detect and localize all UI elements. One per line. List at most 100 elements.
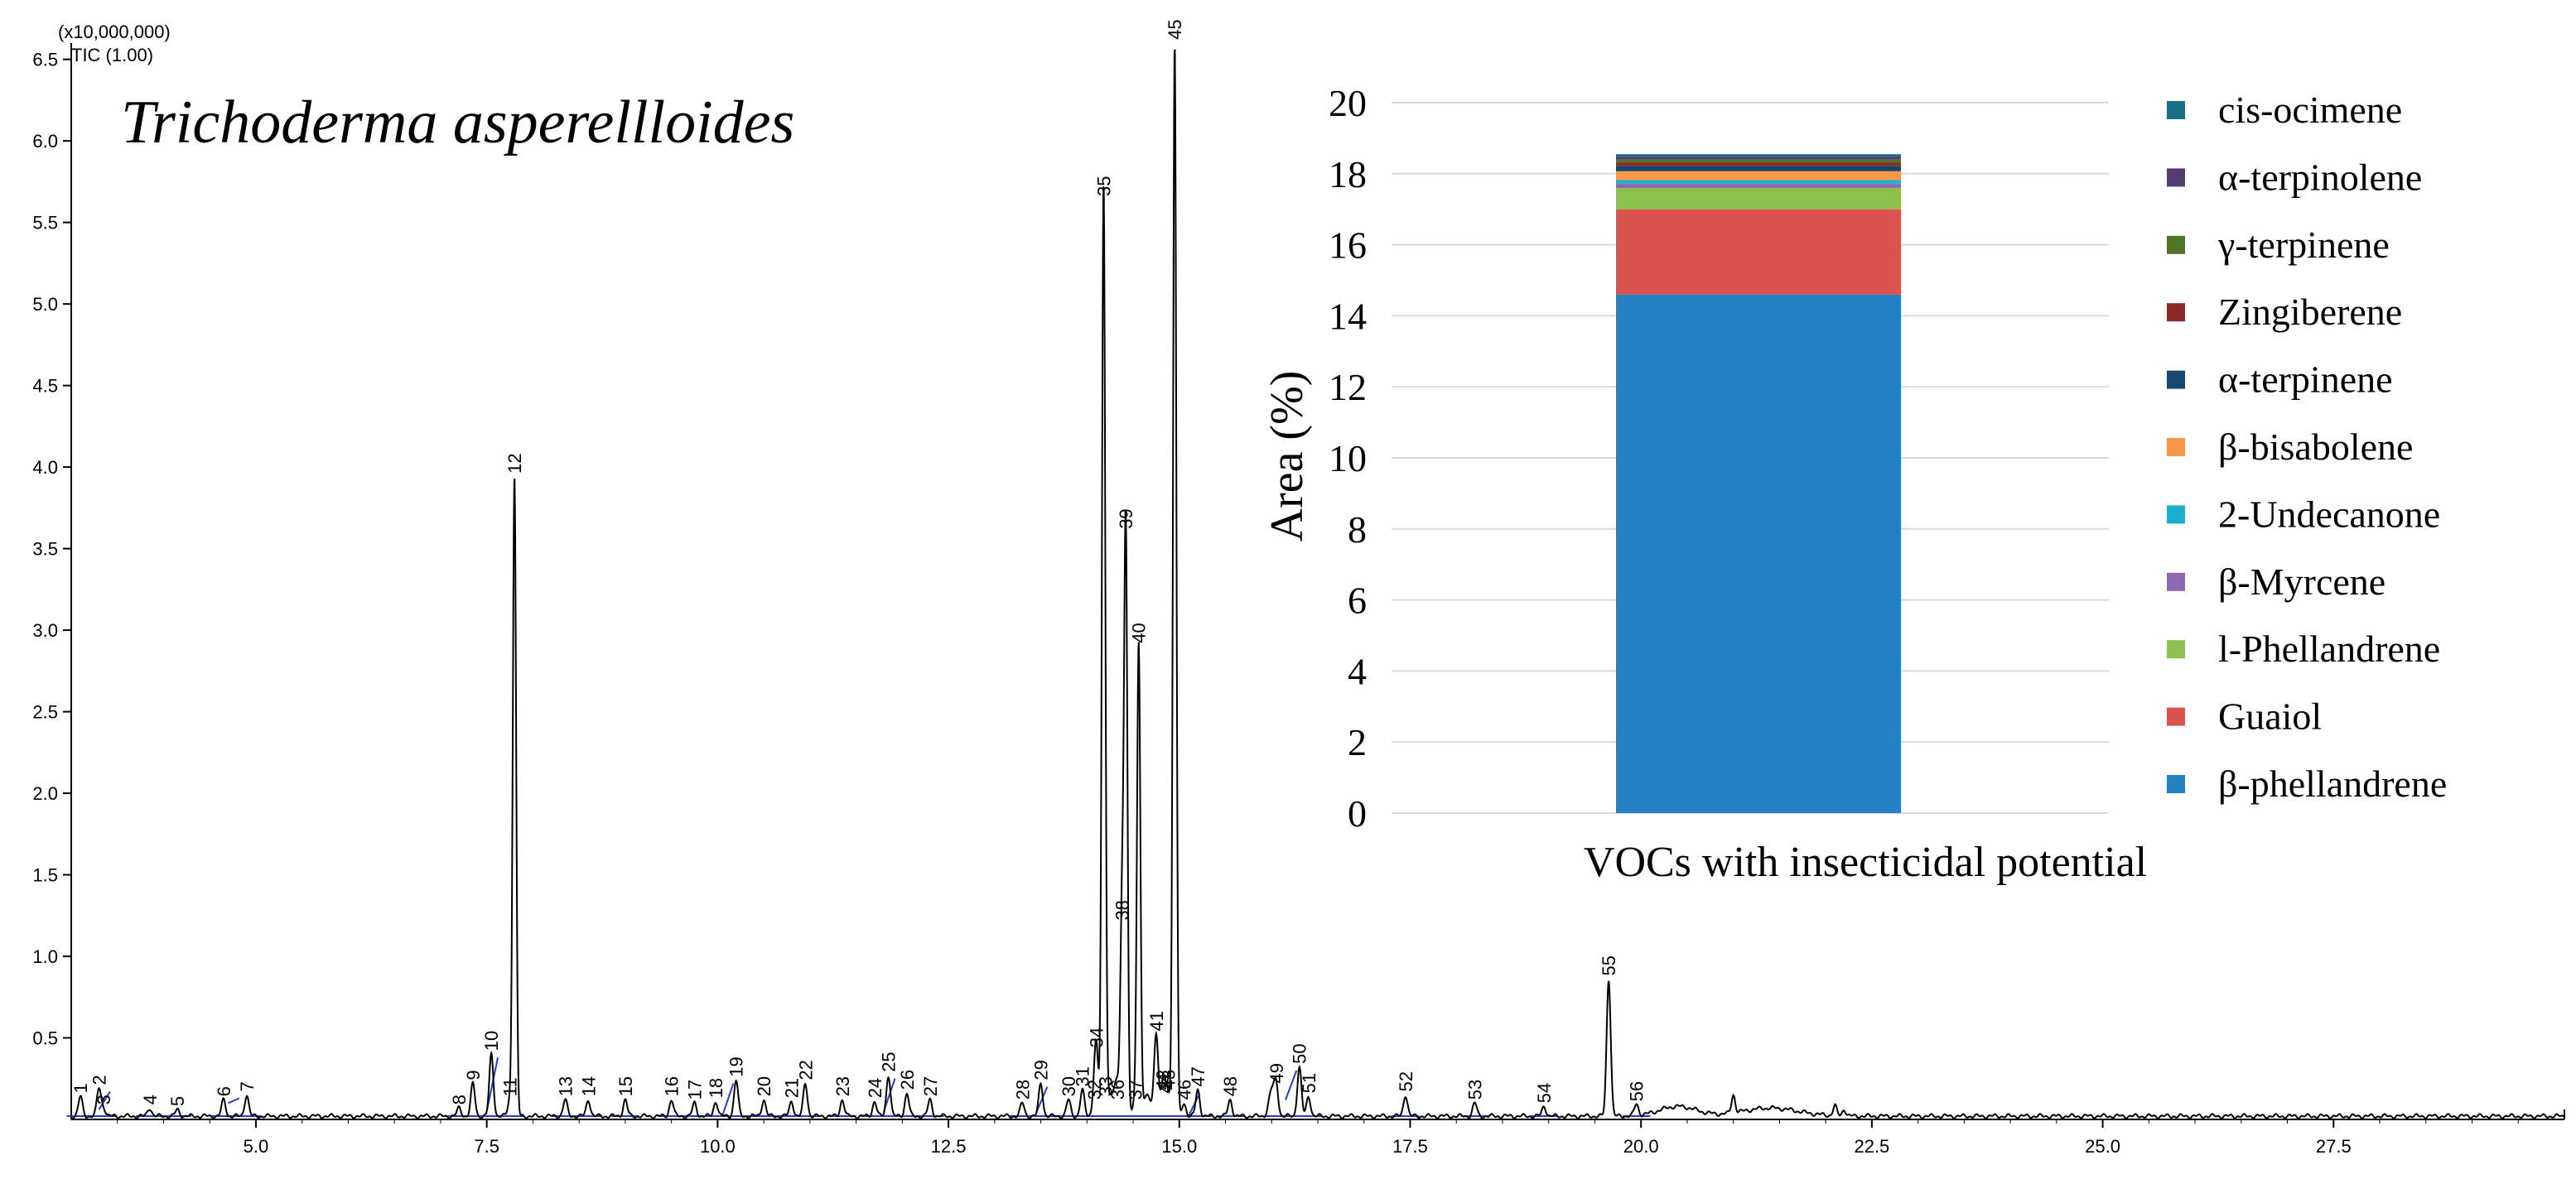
- peak-number: 18: [706, 1078, 726, 1098]
- peak-number: 19: [726, 1056, 747, 1076]
- peak-label-2: 2: [89, 1075, 109, 1085]
- peak-number: 31: [1073, 1066, 1093, 1086]
- legend-label: 2-Undecanone: [2218, 493, 2440, 535]
- legend-label: γ-terpinene: [2217, 224, 2390, 266]
- integration-tick: [1285, 1070, 1298, 1100]
- integration-tick: [721, 1083, 735, 1117]
- x-tick-label: 12.5: [931, 1136, 967, 1157]
- peak-number: 12: [504, 453, 525, 473]
- peak-label-28: 28: [1012, 1080, 1033, 1100]
- y-tick-label: 4.0: [32, 457, 58, 478]
- peak-label-31: 31: [1073, 1066, 1093, 1086]
- legend-item: l-Phellandrene: [2167, 628, 2440, 670]
- peak-label-19: 19: [726, 1056, 747, 1076]
- legend-swatch: [2167, 235, 2185, 254]
- bar-segment-β-bisabolene: [1616, 171, 1901, 180]
- peak-number: 49: [1266, 1063, 1287, 1083]
- inset-background: [1247, 50, 2561, 911]
- peak-number: 13: [555, 1076, 576, 1096]
- peak-label-26: 26: [897, 1070, 918, 1090]
- peak-label-6: 6: [214, 1086, 234, 1096]
- bar-y-tick-label: 20: [1329, 82, 1367, 124]
- bar-segments: [1616, 154, 1901, 813]
- peak-number: 32: [1084, 1080, 1105, 1100]
- peak-label-34: 34: [1086, 1028, 1107, 1047]
- bar-segment-γ-terpinene: [1616, 159, 1901, 163]
- peak-number: 15: [615, 1076, 636, 1096]
- legend-swatch: [2167, 640, 2185, 659]
- peak-number: 3: [94, 1095, 114, 1105]
- y-tick-label: 5.5: [32, 213, 58, 233]
- peak-number: 10: [481, 1031, 502, 1051]
- x-tick-label: 27.5: [2316, 1136, 2352, 1157]
- legend-label: l-Phellandrene: [2218, 628, 2440, 670]
- y-tick-label: 2.5: [32, 702, 58, 723]
- peak-label-22: 22: [795, 1060, 816, 1080]
- peak-label-35: 35: [1093, 176, 1114, 196]
- peak-number: 40: [1129, 623, 1150, 643]
- bar-segment-2-Undecanone: [1616, 180, 1901, 184]
- peak-number: 9: [463, 1070, 484, 1080]
- peak-label-27: 27: [920, 1076, 941, 1096]
- y-tick-label: 3.0: [32, 620, 58, 641]
- peak-number: 1: [70, 1083, 91, 1093]
- peak-label-18: 18: [706, 1078, 726, 1098]
- peak-number: 46: [1174, 1080, 1194, 1100]
- legend-item: α-terpinene: [2167, 359, 2393, 401]
- bar-segment-β-phellandrene: [1616, 294, 1901, 813]
- peak-number: 39: [1116, 508, 1136, 528]
- peak-number: 11: [500, 1077, 521, 1096]
- x-tick-label: 22.5: [1854, 1136, 1889, 1157]
- peak-number: 38: [1112, 900, 1133, 920]
- peak-label-17: 17: [685, 1080, 706, 1100]
- peak-number: 43: [1158, 1070, 1179, 1090]
- peak-label-1: 1: [70, 1083, 91, 1093]
- bar-y-tick-label: 4: [1348, 650, 1367, 692]
- peak-label-39: 39: [1116, 508, 1136, 528]
- peak-number: 55: [1599, 955, 1619, 975]
- legend-label: β-bisabolene: [2218, 426, 2413, 468]
- legend-item: 2-Undecanone: [2167, 493, 2440, 535]
- integration-tick: [228, 1097, 240, 1105]
- peak-number: 29: [1031, 1060, 1052, 1080]
- bar-y-tick-label: 8: [1348, 508, 1367, 551]
- peak-number: 33: [1096, 1076, 1117, 1096]
- peak-label-3: 3: [94, 1095, 114, 1105]
- integration-tick: [1035, 1086, 1049, 1114]
- peak-label-51: 51: [1299, 1073, 1319, 1093]
- peak-label-5: 5: [167, 1096, 188, 1106]
- peak-label-36: 36: [1107, 1080, 1128, 1100]
- x-tick-label: 25.0: [2085, 1136, 2120, 1157]
- peak-label-48: 48: [1220, 1076, 1241, 1096]
- bar-y-axis-label: Area (%): [1261, 371, 1313, 542]
- peak-label-25: 25: [879, 1052, 900, 1071]
- peak-label-10: 10: [481, 1031, 502, 1051]
- y-tick-label: 6.5: [32, 50, 58, 70]
- y-tick-label: 5.0: [32, 294, 58, 315]
- integration-tick: [98, 1090, 111, 1110]
- peak-number: 51: [1299, 1073, 1319, 1093]
- peak-label-46: 46: [1174, 1080, 1194, 1100]
- bar-legend: cis-ocimene α-terpinolene γ-terpinene Zingi…: [2167, 89, 2447, 805]
- peak-label-20: 20: [754, 1076, 774, 1096]
- peak-label-32: 32: [1084, 1080, 1105, 1100]
- peak-label-38: 38: [1112, 900, 1133, 920]
- legend-label: α-terpinolene: [2218, 156, 2422, 198]
- bar-y-tick-label: 0: [1348, 792, 1367, 835]
- peak-number: 24: [865, 1078, 885, 1098]
- legend-swatch: [2167, 775, 2185, 793]
- peak-number: 45: [1165, 19, 1185, 39]
- bar-y-tick-label: 18: [1329, 153, 1367, 195]
- peak-label-23: 23: [832, 1076, 853, 1096]
- peak-label-8: 8: [449, 1095, 470, 1105]
- peak-label-29: 29: [1031, 1060, 1052, 1080]
- bar-segment-Guaiol: [1616, 209, 1901, 295]
- legend-swatch: [2167, 168, 2185, 187]
- legend-swatch: [2167, 707, 2185, 726]
- y-tick-label: 6.0: [32, 131, 58, 152]
- peak-number: 37: [1125, 1080, 1146, 1100]
- peak-label-49: 49: [1266, 1063, 1287, 1083]
- peak-number: 26: [897, 1070, 918, 1090]
